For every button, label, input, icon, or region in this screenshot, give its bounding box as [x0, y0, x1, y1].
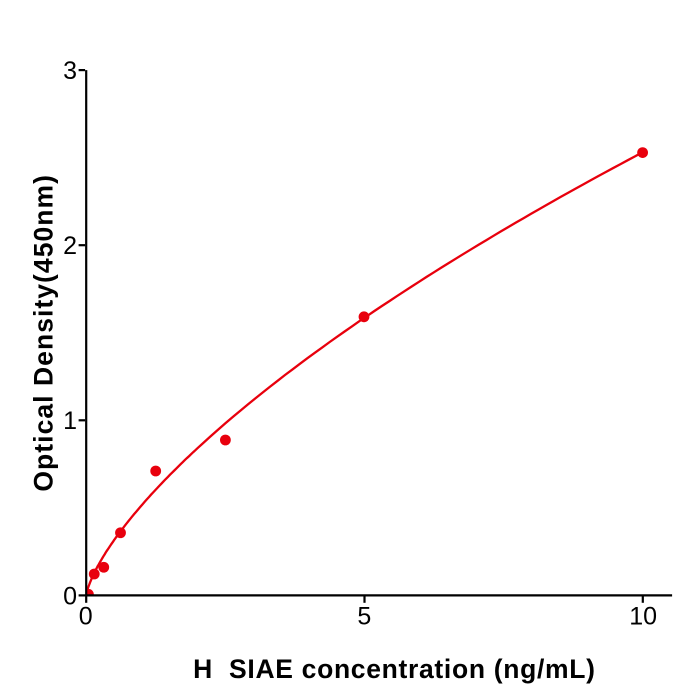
svg-text:3: 3 [63, 57, 77, 85]
svg-text:10: 10 [629, 602, 657, 630]
svg-text:1: 1 [63, 407, 77, 435]
svg-text:2: 2 [63, 232, 77, 260]
svg-text:0: 0 [79, 602, 93, 630]
svg-text:5: 5 [357, 602, 371, 630]
svg-text:H SIAE concentration (ng/mL): H SIAE concentration (ng/mL) [193, 654, 596, 684]
svg-text:0: 0 [63, 582, 77, 610]
svg-text:Optical Density(450nm): Optical Density(450nm) [28, 174, 58, 492]
